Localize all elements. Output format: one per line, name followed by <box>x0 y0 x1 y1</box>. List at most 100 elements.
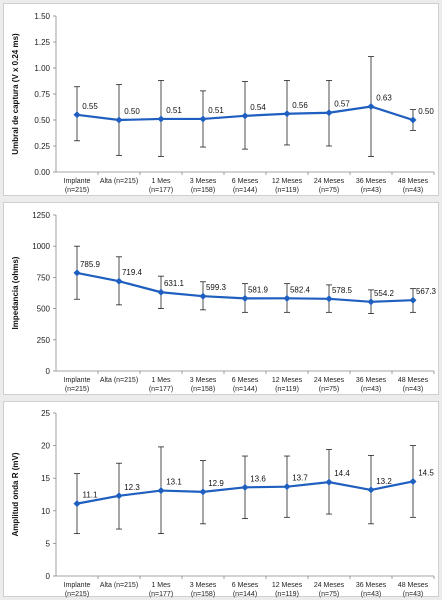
data-point <box>115 277 123 285</box>
x-tick-sublabel: (n=43) <box>361 187 381 194</box>
data-label: 13.1 <box>166 478 182 487</box>
data-point <box>367 486 375 494</box>
y-tick-label: 0.50 <box>34 116 50 125</box>
x-tick-sublabel: (n=177) <box>149 187 173 194</box>
data-label: 13.7 <box>292 474 308 483</box>
data-point <box>283 110 291 118</box>
data-point <box>115 116 123 124</box>
data-point <box>199 115 207 123</box>
data-label: 0.55 <box>82 102 98 111</box>
threshold-chart-panel: 0.00 0.25 0.50 0.75 1.00 1.25 1.50 Umbral de ca… <box>3 3 439 196</box>
x-tick-label: 12 Meses <box>272 377 303 384</box>
data-point <box>241 294 249 302</box>
y-tick-label: 1000 <box>32 242 50 251</box>
y-tick-label: 10 <box>41 507 50 516</box>
x-tick-sublabel: (n=158) <box>191 187 215 194</box>
y-tick-label: 15 <box>41 474 50 483</box>
data-point <box>325 478 333 486</box>
data-point <box>73 500 81 508</box>
data-label: 582.4 <box>290 285 311 294</box>
data-point <box>283 294 291 302</box>
y-tick-label: 1.00 <box>34 64 50 73</box>
data-label: 599.3 <box>206 283 227 292</box>
data-point <box>409 116 417 124</box>
x-tick-sublabel: (n=43) <box>403 386 423 393</box>
data-label: 719.4 <box>122 268 143 277</box>
x-tick-label: Alta (n=215) <box>100 178 138 185</box>
x-tick-sublabel: (n=144) <box>233 187 257 194</box>
chart-svg: 0 250 500 750 1000 1250 Impedancia (ohms) Impla… <box>11 211 437 393</box>
x-tick-sublabel: (n=119) <box>275 386 299 393</box>
data-point <box>409 477 417 485</box>
data-label: 14.5 <box>418 468 434 477</box>
data-point <box>199 488 207 496</box>
x-tick-label: Implante <box>64 582 91 589</box>
data-label: 631.1 <box>164 279 185 288</box>
x-tick-sublabel: (n=144) <box>233 591 257 598</box>
data-label: 0.50 <box>124 107 140 116</box>
x-tick-sublabel: (n=75) <box>319 386 339 393</box>
data-point <box>73 111 81 119</box>
data-label: 0.50 <box>418 107 434 116</box>
data-point <box>115 492 123 500</box>
x-tick-sublabel: (n=43) <box>361 591 381 598</box>
chart-svg: 0.00 0.25 0.50 0.75 1.00 1.25 1.50 Umbral de ca… <box>11 12 435 194</box>
x-tick-label: 48 Meses <box>398 377 429 384</box>
x-tick-label: 6 Meses <box>232 377 259 384</box>
y-tick-label: 5 <box>46 539 51 548</box>
y-tick-label: 1.25 <box>34 38 50 47</box>
x-tick-label: 12 Meses <box>272 178 303 185</box>
data-label: 11.1 <box>83 491 99 500</box>
data-point <box>241 112 249 120</box>
y-tick-label: 0 <box>46 367 51 376</box>
data-point <box>157 115 165 123</box>
x-tick-label: 24 Meses <box>314 582 345 589</box>
data-label: 12.3 <box>124 483 140 492</box>
r-wave-chart-panel: 0 5 10 15 20 25 Amplitud onda R (mV) Implante (n… <box>3 401 439 598</box>
x-tick-label: 48 Meses <box>398 582 429 589</box>
data-label: 0.51 <box>166 106 182 115</box>
x-tick-sublabel: (n=43) <box>361 386 381 393</box>
y-tick-label: 0 <box>46 572 51 581</box>
data-label: 554.2 <box>374 289 395 298</box>
x-tick-label: 3 Meses <box>190 178 217 185</box>
data-label: 567.3 <box>416 287 437 296</box>
data-point <box>325 109 333 117</box>
x-tick-label: 1 Mes <box>151 178 171 185</box>
x-tick-sublabel: (n=43) <box>403 187 423 194</box>
x-tick-label: 6 Meses <box>232 178 259 185</box>
x-tick-label: Implante <box>64 178 91 185</box>
chart-svg: 0 5 10 15 20 25 Amplitud onda R (mV) Implante (n… <box>11 409 435 598</box>
data-label: 581.9 <box>248 285 269 294</box>
x-tick-label: 36 Meses <box>356 582 387 589</box>
x-tick-sublabel: (n=158) <box>191 591 215 598</box>
x-tick-label: 24 Meses <box>314 178 345 185</box>
x-tick-label: 48 Meses <box>398 178 429 185</box>
data-label: 12.9 <box>208 479 224 488</box>
data-label: 785.9 <box>80 260 101 269</box>
data-point <box>367 298 375 306</box>
data-point <box>157 487 165 495</box>
data-label: 0.57 <box>334 100 350 109</box>
y-tick-label: 500 <box>37 305 51 314</box>
y-tick-label: 750 <box>37 273 51 282</box>
data-label: 0.63 <box>376 93 392 102</box>
x-tick-label: 6 Meses <box>232 582 259 589</box>
x-tick-sublabel: (n=75) <box>319 187 339 194</box>
impedance-chart-panel: 0 250 500 750 1000 1250 Impedancia (ohms) Impla… <box>3 202 439 395</box>
data-point <box>157 288 165 296</box>
x-tick-label: 3 Meses <box>190 377 217 384</box>
x-tick-sublabel: (n=144) <box>233 386 257 393</box>
y-tick-label: 1250 <box>32 211 50 220</box>
x-tick-label: 36 Meses <box>356 377 387 384</box>
data-point <box>241 483 249 491</box>
x-tick-label: 1 Mes <box>151 377 171 384</box>
x-tick-sublabel: (n=177) <box>149 591 173 598</box>
x-tick-label: 36 Meses <box>356 178 387 185</box>
x-tick-sublabel: (n=43) <box>403 591 423 598</box>
y-tick-label: 0.75 <box>34 90 50 99</box>
data-point <box>367 102 375 110</box>
y-axis-title: Impedancia (ohms) <box>11 256 20 329</box>
x-tick-label: Alta (n=215) <box>100 582 138 589</box>
data-point <box>325 295 333 303</box>
